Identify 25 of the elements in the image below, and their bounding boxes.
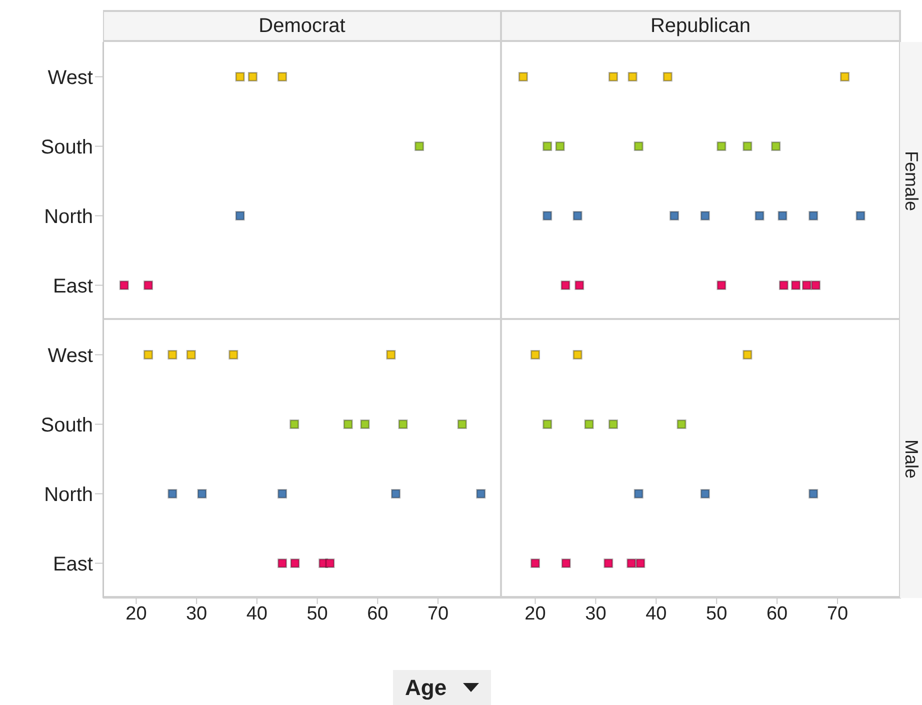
x-tick-label: 70 — [826, 603, 848, 624]
y-tick-label: East — [52, 275, 94, 298]
x-tick-label: 40 — [246, 603, 268, 624]
y2-axis-title: Female — [900, 150, 922, 212]
y2-axis-title: Male — [900, 439, 922, 479]
y-tick-label: West — [48, 66, 94, 89]
x-tick-label: 30 — [585, 603, 606, 624]
x-tick-label: 60 — [367, 603, 388, 624]
y-tick-label: South — [40, 414, 93, 436]
x-tick-label: 30 — [186, 603, 208, 624]
y-tick-label: East — [52, 553, 94, 576]
y-tick-label: North — [44, 484, 93, 506]
x-tick-label: 50 — [706, 603, 728, 624]
x-tick-label: 50 — [306, 603, 328, 624]
x-tick-label: 60 — [766, 603, 788, 624]
y-tick-label: West — [48, 344, 94, 367]
x-tick-label: 20 — [524, 603, 546, 624]
chart-title: Democrat — [103, 10, 502, 42]
x-axis-title: Age — [405, 674, 447, 700]
x-tick-label: 70 — [427, 603, 449, 624]
x-tick-label: 20 — [126, 603, 147, 624]
y-tick-label: South — [40, 136, 93, 158]
chart-title: Republican — [502, 10, 901, 42]
y-tick-label: North — [44, 206, 93, 228]
x-tick-label: 40 — [646, 603, 667, 624]
